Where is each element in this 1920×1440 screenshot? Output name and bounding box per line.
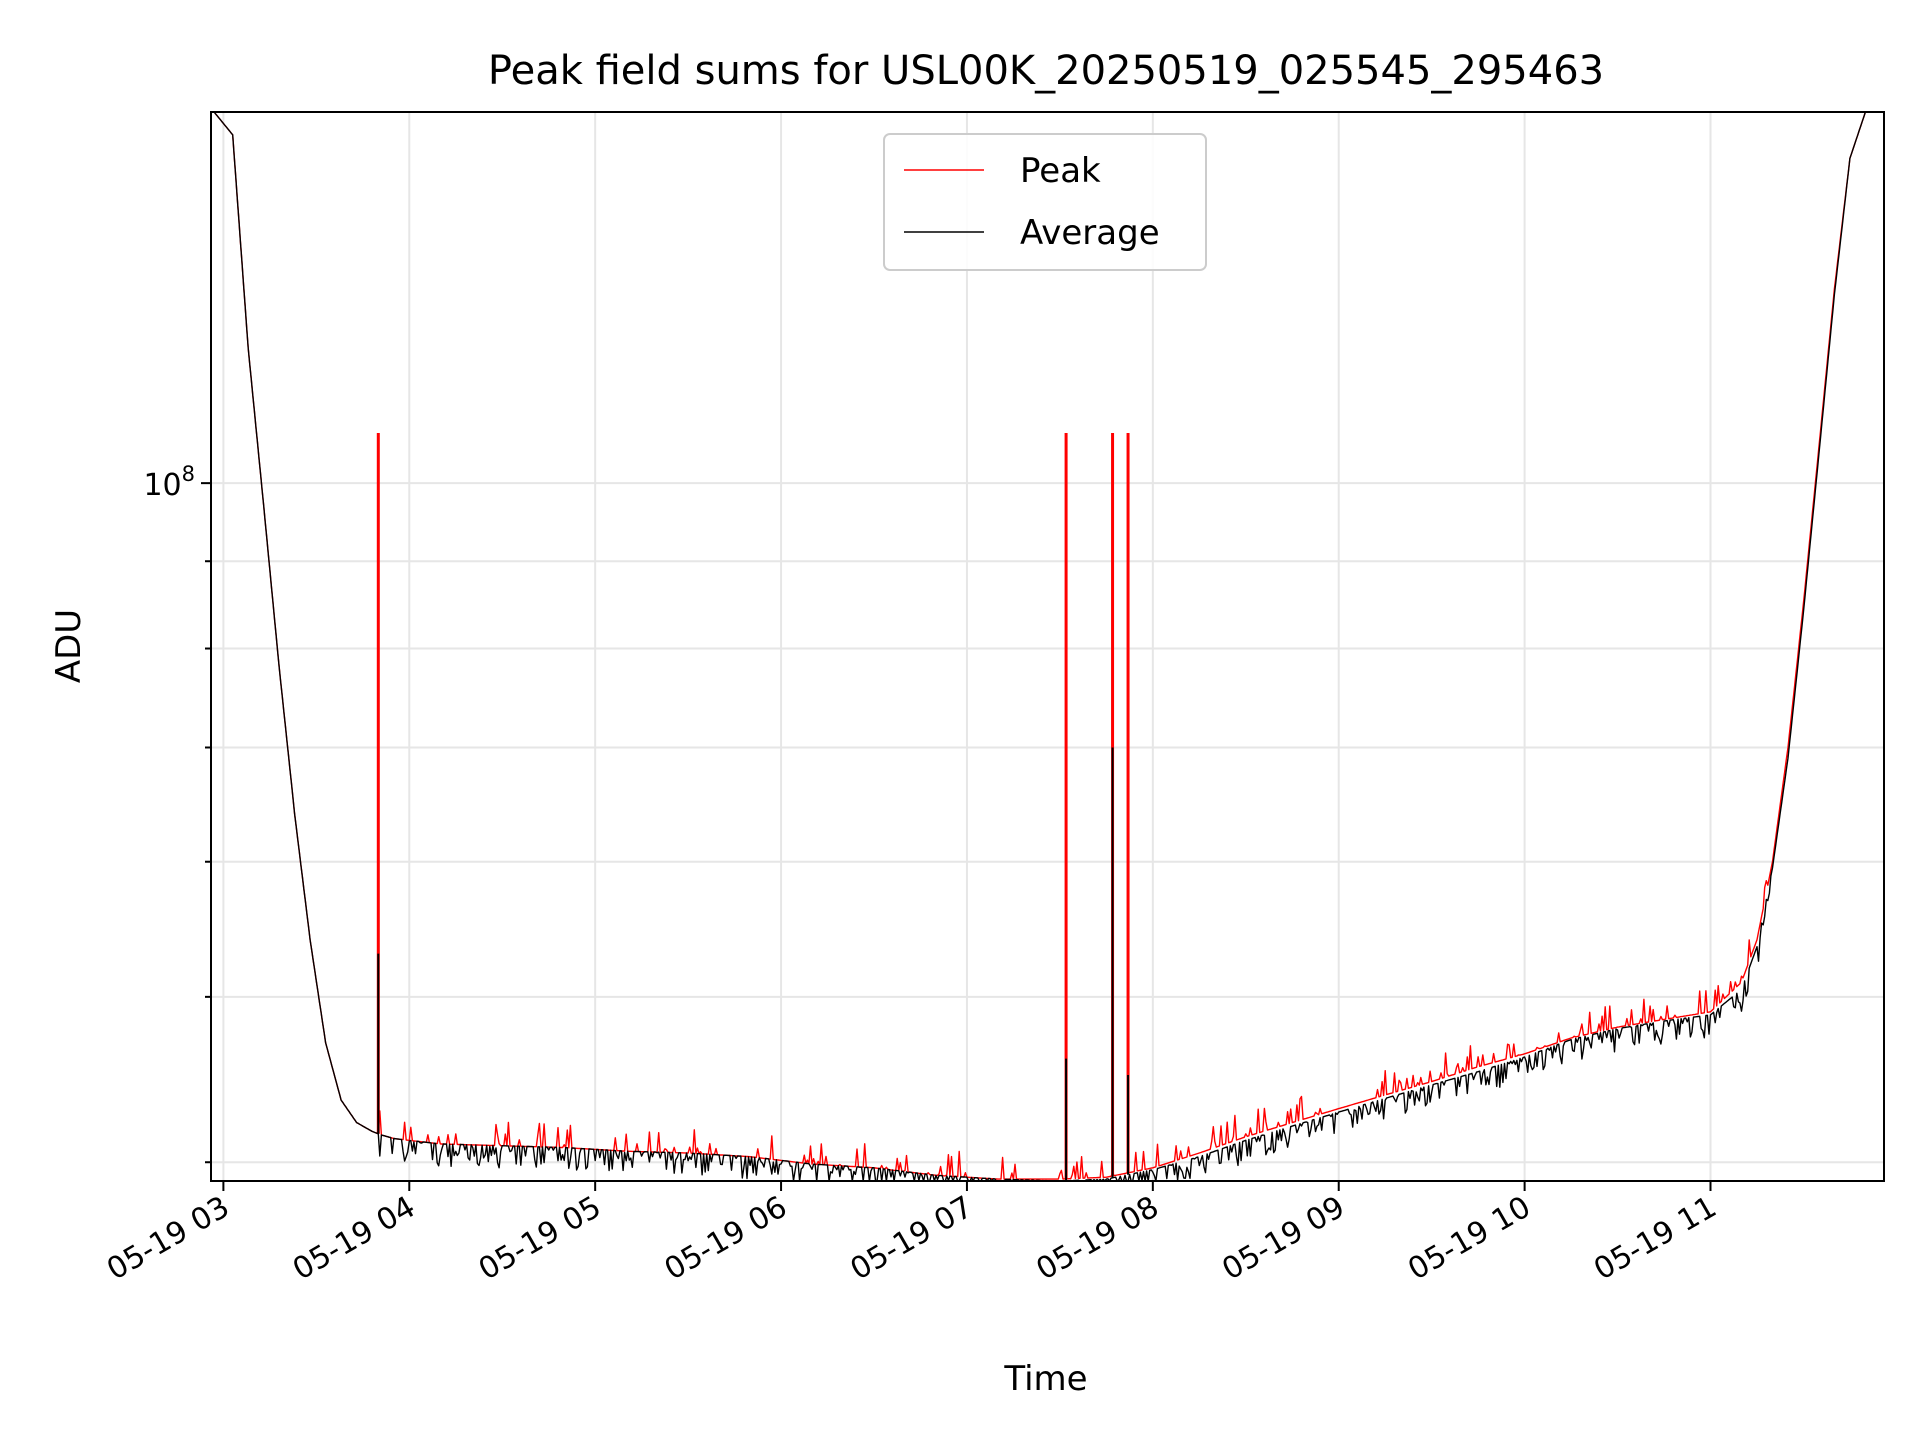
grid	[211, 112, 1884, 1181]
y-axis-label: ADU	[49, 609, 89, 683]
legend-box	[883, 133, 1207, 271]
legend-peak-label: Peak	[1020, 151, 1101, 191]
legend-average-label: Average	[1020, 213, 1160, 253]
y-tick-base: 10	[143, 468, 181, 503]
y-tick-exponent: 8	[182, 462, 195, 486]
plot-frame	[210, 111, 1885, 1182]
legend: Peak Average	[883, 133, 1207, 271]
chart-title: Peak field sums for USL00K_20250519_0255…	[488, 48, 1604, 94]
series-line-peak	[213, 111, 1867, 1180]
y-tick-label: 108	[143, 462, 195, 503]
x-axis-label: Time	[1003, 1359, 1087, 1399]
